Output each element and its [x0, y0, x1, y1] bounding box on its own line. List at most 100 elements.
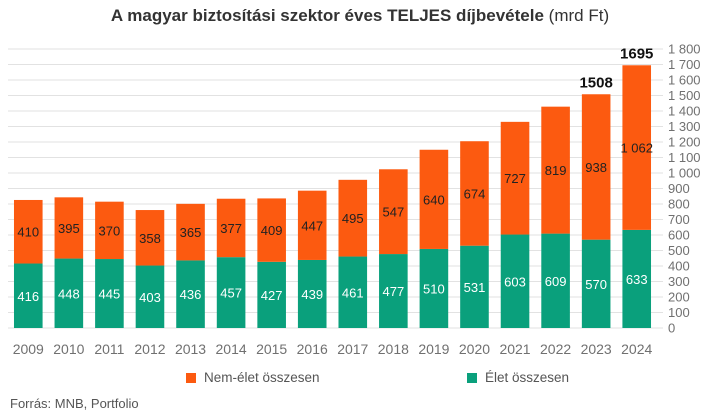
- bar-nem-elet: [257, 198, 286, 262]
- y-tick-label: 0: [668, 321, 675, 336]
- bar-nem-elet: [581, 94, 611, 240]
- total-label: 1508: [579, 74, 612, 91]
- x-tick-label: 2012: [134, 341, 165, 357]
- data-label-nem-elet: 370: [99, 223, 121, 238]
- y-tick-label: 600: [668, 228, 690, 243]
- data-label-nem-elet: 727: [504, 171, 526, 186]
- data-label-nem-elet: 377: [220, 221, 242, 236]
- data-label-elet: 439: [301, 287, 323, 302]
- y-tick-label: 1 800: [668, 42, 701, 57]
- legend-label-elet: Élet összesen: [485, 370, 570, 385]
- data-label-nem-elet: 409: [261, 223, 283, 238]
- x-tick-label: 2009: [13, 341, 44, 357]
- y-tick-label: 1 000: [668, 166, 701, 181]
- total-label: 1695: [620, 45, 653, 62]
- data-label-elet: 457: [220, 286, 242, 301]
- bar-elet: [54, 258, 84, 328]
- data-label-nem-elet: 410: [17, 225, 39, 240]
- y-tick-label: 900: [668, 181, 690, 196]
- bar-elet: [419, 248, 449, 328]
- bar-nem-elet: [176, 203, 205, 261]
- bar-nem-elet: [95, 201, 124, 260]
- data-label-elet: 416: [17, 289, 39, 304]
- bar-nem-elet: [54, 197, 84, 259]
- data-label-nem-elet: 1 062: [620, 141, 653, 156]
- x-tick-label: 2010: [53, 341, 84, 357]
- chart-title-unit: (mrd Ft): [548, 6, 610, 25]
- x-tick-label: 2016: [297, 341, 328, 357]
- data-label-elet: 570: [585, 277, 607, 292]
- x-tick-label: 2024: [621, 341, 652, 357]
- x-tick-label: 2017: [337, 341, 368, 357]
- y-tick-label: 500: [668, 243, 690, 258]
- source-note: Forrás: MNB, Portfolio: [10, 396, 139, 411]
- chart-title: A magyar biztosítási szektor éves TELJES…: [0, 6, 720, 26]
- y-tick-label: 800: [668, 197, 690, 212]
- y-tick-label: 300: [668, 274, 690, 289]
- data-label-elet: 436: [180, 287, 202, 302]
- y-tick-label: 1 600: [668, 73, 701, 88]
- bar-elet: [379, 254, 408, 328]
- bar-nem-elet: [500, 121, 530, 235]
- bar-elet: [338, 256, 368, 328]
- x-tick-label: 2013: [175, 341, 206, 357]
- y-tick-label: 1 300: [668, 119, 701, 134]
- bar-elet: [13, 263, 43, 328]
- data-label-elet: 477: [382, 284, 404, 299]
- bar-elet: [216, 257, 246, 328]
- bar-elet: [541, 233, 570, 328]
- data-label-nem-elet: 938: [585, 160, 607, 175]
- y-tick-label: 1 100: [668, 150, 701, 165]
- bar-nem-elet: [379, 169, 408, 255]
- bar-elet: [135, 265, 165, 328]
- legend-swatch-nem-elet: [186, 373, 196, 383]
- data-label-nem-elet: 447: [301, 218, 323, 233]
- data-label-elet: 448: [58, 286, 80, 301]
- y-tick-label: 1 700: [668, 57, 701, 72]
- bar-elet: [297, 259, 327, 328]
- data-label-elet: 445: [99, 287, 121, 302]
- bar-elet: [500, 234, 530, 328]
- x-tick-label: 2020: [459, 341, 490, 357]
- bar-nem-elet: [216, 198, 246, 258]
- legend-item-elet: Élet összesen: [467, 370, 569, 385]
- y-tick-label: 1 500: [668, 88, 701, 103]
- legend-item-nem-elet: Nem-élet összesen: [186, 370, 320, 385]
- data-label-elet: 633: [626, 272, 648, 287]
- data-label-nem-elet: 547: [382, 205, 404, 220]
- y-tick-label: 700: [668, 212, 690, 227]
- legend-label-nem-elet: Nem-élet összesen: [204, 370, 320, 385]
- data-label-elet: 427: [261, 288, 283, 303]
- x-tick-label: 2015: [256, 341, 287, 357]
- data-label-nem-elet: 674: [464, 186, 486, 201]
- bar-nem-elet: [541, 106, 570, 234]
- bar-nem-elet: [13, 199, 43, 264]
- data-label-nem-elet: 365: [180, 225, 202, 240]
- y-tick-label: 1 400: [668, 104, 701, 119]
- bar-nem-elet: [622, 65, 652, 230]
- x-tick-label: 2014: [216, 341, 247, 357]
- data-label-elet: 609: [545, 274, 567, 289]
- bar-elet: [176, 260, 205, 328]
- x-tick-label: 2021: [499, 341, 530, 357]
- bar-elet: [581, 239, 611, 328]
- bar-nem-elet: [338, 179, 368, 257]
- data-label-nem-elet: 819: [545, 163, 567, 178]
- x-tick-label: 2023: [581, 341, 612, 357]
- bar-nem-elet: [460, 141, 489, 246]
- data-label-elet: 603: [504, 274, 526, 289]
- bar-nem-elet: [297, 190, 327, 260]
- bar-elet: [460, 245, 489, 328]
- data-label-elet: 510: [423, 281, 445, 296]
- data-label-elet: 531: [464, 280, 486, 295]
- data-label-nem-elet: 395: [58, 221, 80, 236]
- y-tick-label: 1 200: [668, 135, 701, 150]
- data-label-nem-elet: 640: [423, 192, 445, 207]
- bar-nem-elet: [419, 149, 449, 249]
- x-tick-label: 2018: [378, 341, 409, 357]
- y-tick-label: 100: [668, 305, 690, 320]
- data-label-elet: 403: [139, 290, 161, 305]
- bar-elet: [622, 229, 652, 328]
- legend-swatch-elet: [467, 373, 477, 383]
